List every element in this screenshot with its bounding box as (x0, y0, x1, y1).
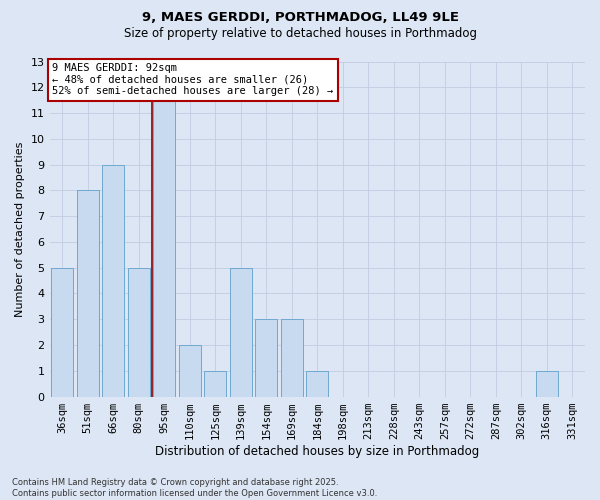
Bar (128, 268, 149, 396)
Bar (52, 268, 73, 396)
Bar (536, 371, 557, 396)
Text: Contains HM Land Registry data © Crown copyright and database right 2025.
Contai: Contains HM Land Registry data © Crown c… (12, 478, 377, 498)
Text: Size of property relative to detached houses in Porthmadog: Size of property relative to detached ho… (124, 28, 476, 40)
Bar (256, 320, 277, 396)
Bar (179, 345, 200, 397)
Bar (281, 320, 302, 396)
Bar (205, 371, 226, 396)
Bar (307, 371, 328, 396)
Text: 9, MAES GERDDI, PORTHMADOG, LL49 9LE: 9, MAES GERDDI, PORTHMADOG, LL49 9LE (142, 11, 458, 24)
Bar (103, 164, 124, 396)
Y-axis label: Number of detached properties: Number of detached properties (15, 142, 25, 316)
Bar (230, 268, 251, 396)
Bar (77, 190, 98, 396)
X-axis label: Distribution of detached houses by size in Porthmadog: Distribution of detached houses by size … (155, 444, 479, 458)
Bar (154, 62, 175, 396)
Text: 9 MAES GERDDI: 92sqm
← 48% of detached houses are smaller (26)
52% of semi-detac: 9 MAES GERDDI: 92sqm ← 48% of detached h… (52, 63, 334, 96)
